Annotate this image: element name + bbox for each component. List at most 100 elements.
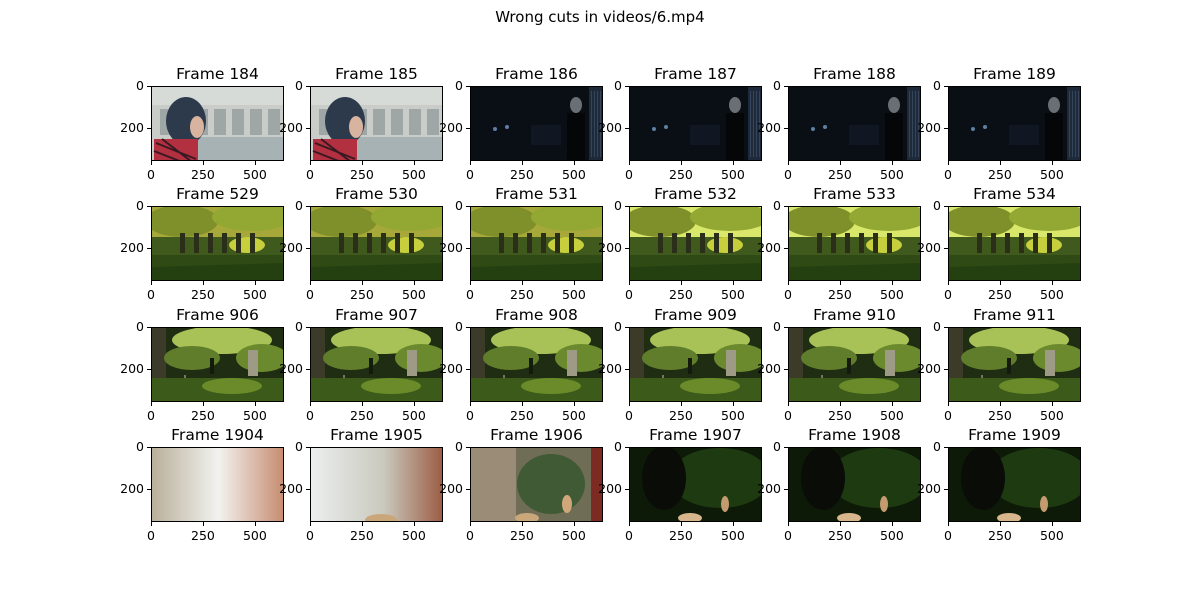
x-tick-mark [521,402,523,406]
y-tick-mark [944,368,948,370]
frame-title: Frame 910 [813,306,896,324]
frame-image [630,448,761,521]
frame-thumbnail [151,447,284,522]
y-tick-label: 200 [598,239,622,255]
x-tick-mark [1051,161,1053,165]
y-tick-label: 200 [279,360,303,376]
x-tick-label: 250 [988,167,1012,182]
y-tick-mark [147,206,151,207]
x-tick-label: 500 [720,408,745,423]
y-tick-label: 200 [917,480,941,496]
frame-thumbnail [310,447,443,522]
y-tick-mark [625,127,629,129]
x-tick-mark [839,522,841,526]
x-tick-label: 250 [828,287,852,302]
x-tick-label: 0 [306,408,314,423]
y-tick-label: 200 [120,119,144,135]
frame-title: Frame 1905 [330,426,423,444]
frame-image [311,87,442,160]
y-tick-mark [466,247,470,249]
x-tick-mark [1051,522,1053,526]
y-tick-label: 0 [295,198,303,213]
y-tick-label: 0 [614,78,622,93]
frame-panel: Frame 1908 0 250 500 0 200 [757,426,921,543]
x-tick-mark [310,402,311,406]
frame-thumbnail [788,206,921,281]
y-tick-mark [306,368,310,370]
x-tick-label: 0 [944,287,952,302]
frame-title: Frame 911 [973,306,1056,324]
frame-thumbnail [629,447,762,522]
x-tick-label: 500 [561,528,586,543]
frame-panel: Frame 533 0 250 500 0 200 [757,185,921,302]
y-tick-label: 0 [773,439,781,454]
frame-title: Frame 1908 [808,426,901,444]
x-tick-mark [891,522,893,526]
frame-thumbnail [788,447,921,522]
x-tick-label: 250 [191,528,215,543]
x-tick-label: 250 [350,167,374,182]
y-tick-label: 200 [439,239,463,255]
y-tick-mark [147,488,151,490]
x-tick-mark [573,161,575,165]
x-tick-label: 500 [1039,287,1064,302]
y-tick-label: 0 [773,78,781,93]
frame-thumbnail [948,327,1081,402]
frame-panel: Frame 909 0 250 500 0 200 [598,306,762,423]
y-tick-label: 200 [279,480,303,496]
frame-thumbnail [788,327,921,402]
x-tick-label: 250 [350,287,374,302]
frame-thumbnail [629,86,762,161]
x-tick-label: 500 [720,287,745,302]
frame-image [789,328,920,401]
x-tick-mark [151,281,152,285]
x-tick-label: 500 [242,408,267,423]
x-tick-mark [521,522,523,526]
x-tick-label: 0 [784,408,792,423]
x-tick-label: 500 [401,528,426,543]
frame-panel: Frame 188 0 250 500 0 200 [757,65,921,182]
frame-title: Frame 532 [654,185,737,203]
x-tick-label: 0 [944,528,952,543]
frame-thumbnail [948,447,1081,522]
x-tick-label: 0 [466,287,474,302]
x-tick-mark [839,281,841,285]
y-tick-mark [147,86,151,87]
x-tick-label: 0 [784,287,792,302]
y-tick-label: 200 [757,480,781,496]
frame-panel: Frame 530 0 250 500 0 200 [279,185,443,302]
figure-title: Wrong cuts in videos/6.mp4 [495,8,705,26]
x-tick-label: 0 [147,408,155,423]
frame-title: Frame 189 [973,65,1056,83]
y-tick-label: 0 [614,198,622,213]
frame-image [311,448,442,521]
frame-title: Frame 184 [176,65,259,83]
x-tick-mark [151,161,152,165]
x-tick-mark [788,402,789,406]
y-tick-mark [944,206,948,207]
frame-image [630,207,761,280]
x-tick-label: 250 [510,167,534,182]
x-tick-label: 500 [401,408,426,423]
x-tick-mark [521,161,523,165]
x-tick-label: 250 [510,408,534,423]
x-tick-mark [948,161,949,165]
frame-title: Frame 531 [495,185,578,203]
y-tick-label: 200 [598,360,622,376]
frame-title: Frame 906 [176,306,259,324]
x-tick-label: 500 [879,528,904,543]
y-tick-label: 0 [295,439,303,454]
x-tick-mark [999,161,1001,165]
frame-image [471,207,602,280]
y-tick-label: 0 [773,319,781,334]
x-tick-label: 250 [669,528,693,543]
y-tick-label: 200 [279,119,303,135]
y-tick-mark [944,127,948,129]
x-tick-mark [680,161,682,165]
frame-panel: Frame 1909 0 250 500 0 200 [917,426,1081,543]
x-tick-label: 500 [1039,408,1064,423]
x-tick-label: 500 [879,167,904,182]
x-tick-mark [470,522,471,526]
y-tick-label: 200 [439,360,463,376]
x-tick-label: 0 [625,528,633,543]
